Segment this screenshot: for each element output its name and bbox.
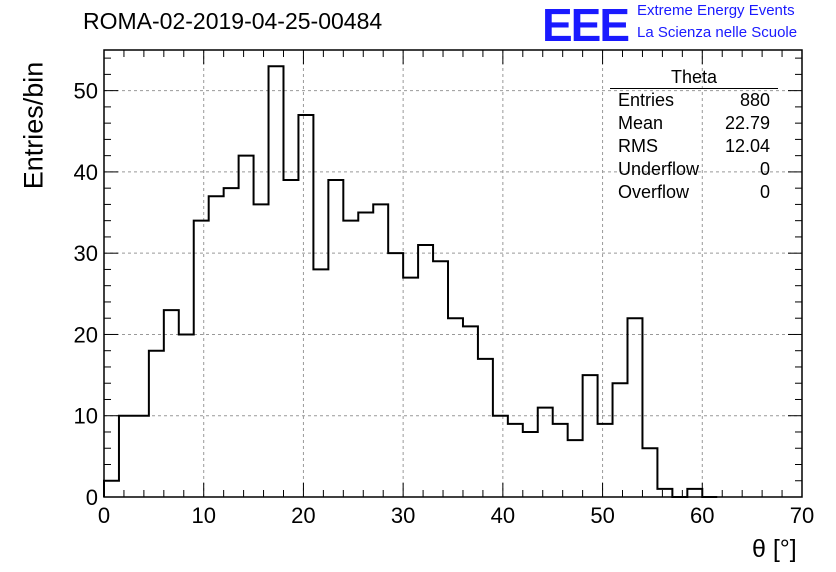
plot-title: ROMA-02-2019-04-25-00484: [83, 8, 383, 34]
histogram-bin: [613, 383, 628, 497]
histogram-bin: [373, 204, 388, 497]
stats-title: Theta: [610, 66, 778, 89]
histogram-bin: [478, 359, 493, 497]
histogram-bin: [119, 416, 134, 497]
histogram-bin: [388, 253, 403, 497]
x-tick-label: 20: [291, 503, 315, 528]
histogram-bin: [628, 318, 643, 497]
histogram-bin: [568, 440, 583, 497]
stats-value: 12.04: [724, 136, 770, 156]
histogram-bin: [164, 310, 179, 497]
x-tick-label: 0: [98, 503, 110, 528]
histogram-bin: [224, 188, 239, 497]
stats-label: Underflow: [618, 159, 700, 179]
histogram-bin: [239, 156, 254, 497]
histogram-bin: [553, 424, 568, 497]
plot-frame: [103, 49, 803, 498]
histogram-bin: [687, 489, 702, 497]
histogram-bin: [194, 221, 209, 497]
histogram-bin: [358, 213, 373, 497]
stats-value: 880: [739, 90, 770, 110]
histogram-bin: [134, 416, 149, 497]
y-tick-label: 0: [86, 485, 98, 510]
stats-label: Mean: [618, 113, 664, 133]
histogram-outline: [103, 65, 718, 498]
y-axis-label: Entries/bin: [18, 61, 49, 190]
histogram-bin: [418, 245, 433, 497]
stats-label: Entries: [618, 90, 675, 110]
x-tick-label: 70: [790, 503, 814, 528]
stats-row-underflow: Underflow 0: [610, 158, 778, 181]
histogram-bin: [313, 269, 328, 497]
x-tick-label: 30: [391, 503, 415, 528]
x-tick-label: 60: [690, 503, 714, 528]
histogram-bin: [448, 318, 463, 497]
histogram-bin: [523, 432, 538, 497]
eee-logo: EEE: [542, 0, 630, 51]
y-tick-label: 20: [74, 322, 98, 347]
histogram-bin: [254, 204, 269, 497]
stats-label: Overflow: [618, 182, 690, 202]
histogram-bin: [149, 351, 164, 497]
x-tick-label: 40: [491, 503, 515, 528]
histogram-bin: [209, 196, 224, 497]
stats-row-mean: Mean 22.79: [610, 112, 778, 135]
histogram-bin: [343, 221, 358, 497]
stats-value: 0: [759, 159, 770, 179]
histogram-bin: [583, 375, 598, 497]
histogram-bin: [508, 424, 523, 497]
x-tick-label: 10: [191, 503, 215, 528]
y-tick-label: 30: [74, 241, 98, 266]
y-tick-label: 50: [74, 79, 98, 104]
histogram-bin: [463, 326, 478, 497]
logo-line-2: La Scienza nelle Scuole: [637, 24, 798, 41]
histogram-bin: [104, 481, 119, 497]
histogram-bin: [298, 115, 313, 497]
y-tick-label: 10: [74, 404, 98, 429]
histogram-bin: [433, 261, 448, 497]
stats-row-rms: RMS 12.04: [610, 135, 778, 158]
stats-value: 0: [759, 182, 770, 202]
histogram-bin: [403, 278, 418, 497]
histogram-bin: [598, 424, 613, 497]
histogram-bin: [283, 180, 298, 497]
histogram-bin: [538, 408, 553, 497]
histogram-bin: [657, 489, 672, 497]
histogram-bin: [179, 334, 194, 497]
x-tick-label: 50: [590, 503, 614, 528]
x-axis-label: θ [°]: [752, 535, 797, 563]
logo-line-1: Extreme Energy Events: [637, 2, 795, 19]
stats-value: 22.79: [724, 113, 770, 133]
histogram-bin: [328, 180, 343, 497]
stats-label: RMS: [618, 136, 658, 156]
stats-row-overflow: Overflow 0: [610, 181, 778, 204]
stats-box: Theta Entries 880 Mean 22.79 RMS 12.04 U…: [610, 66, 778, 204]
histogram-bin: [493, 416, 508, 497]
stats-row-entries: Entries 880: [610, 89, 778, 112]
histogram-bin: [642, 448, 657, 497]
y-tick-label: 40: [74, 160, 98, 185]
histogram-bin: [269, 66, 284, 497]
